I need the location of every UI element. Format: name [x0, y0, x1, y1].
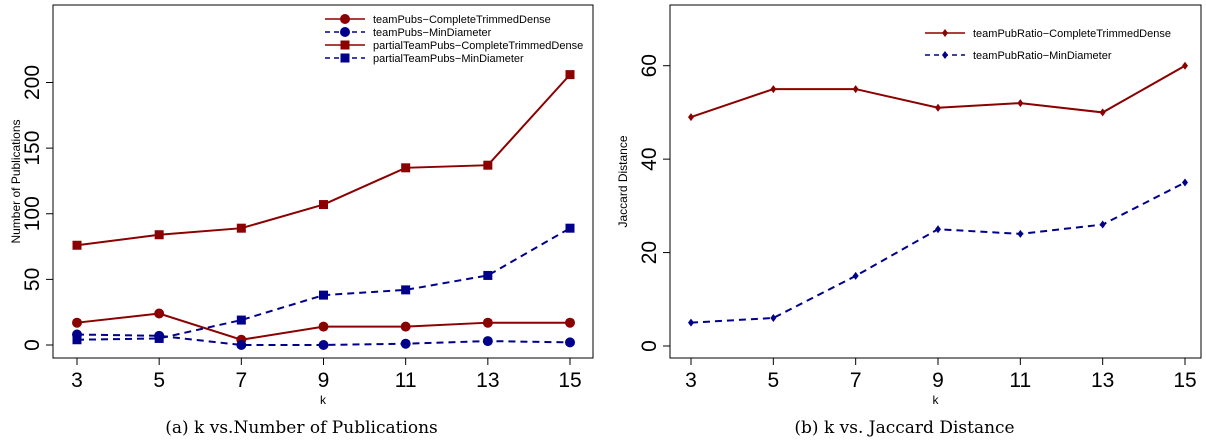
legend-label: partialTeamPubs−CompleteTrimmedDense: [373, 40, 583, 52]
x-tick-label: 7: [235, 369, 247, 392]
data-point: [400, 321, 411, 332]
data-point: [319, 290, 328, 300]
data-point: [565, 337, 575, 348]
x-tick-label: 5: [767, 369, 779, 392]
data-point: [1099, 108, 1106, 117]
data-point: [236, 223, 246, 233]
data-point: [688, 113, 694, 122]
y-tick-label: 100: [21, 196, 44, 231]
caption-a: (a) k vs.Number of Publications: [0, 418, 603, 438]
data-point: [401, 163, 411, 173]
data-point: [154, 230, 164, 240]
data-point: [565, 317, 575, 328]
series-line-1: [690, 181, 1186, 324]
x-tick-label: 3: [685, 369, 697, 392]
legend-marker: [942, 51, 948, 59]
data-point: [482, 336, 493, 347]
data-point: [1017, 99, 1024, 108]
legend-label: teamPubs−MinDiameter: [373, 27, 492, 39]
data-point: [1017, 229, 1024, 238]
legend-marker: [340, 40, 350, 50]
y-tick-label: 20: [638, 241, 661, 264]
x-tick-label: 13: [476, 369, 499, 392]
legend-marker: [340, 27, 350, 37]
data-point: [72, 240, 82, 250]
x-tick-label: 11: [395, 369, 417, 392]
data-point: [1182, 178, 1188, 187]
y-tick-label: 0: [21, 339, 44, 351]
x-tick-label: 7: [850, 369, 862, 392]
series-line-2: [76, 73, 571, 247]
y-tick-label: 0: [638, 340, 661, 352]
data-point: [482, 317, 493, 328]
y-tick-label: 60: [638, 54, 661, 77]
caption-b-text: k vs. Jaccard Distance: [823, 418, 1015, 438]
data-point: [72, 335, 82, 345]
x-tick-label: 13: [1091, 369, 1114, 392]
legend-label: teamPubRatio−MinDiameter: [973, 50, 1112, 62]
data-point: [852, 85, 859, 94]
caption-a-label: (a): [165, 418, 189, 438]
data-point: [565, 70, 575, 80]
data-point: [154, 308, 165, 319]
data-point: [483, 160, 493, 170]
caption-b: (b) k vs. Jaccard Distance: [603, 418, 1206, 438]
data-point: [770, 85, 777, 94]
y-axis-label: Jaccard Distance: [616, 135, 630, 227]
legend-label: teamPubRatio−CompleteTrimmedDense: [973, 28, 1171, 40]
data-point: [236, 340, 247, 350]
jaccard-chart: 0 20 40 60 Jaccard Distance 3 5 7 9 11 13 15 k teamPu…: [616, 4, 1202, 407]
y-axis-label: Number of Publications: [9, 119, 23, 243]
legend-label: teamPubs−CompleteTrimmedDense: [373, 14, 551, 26]
data-point: [770, 313, 777, 322]
data-point: [154, 333, 164, 343]
caption-b-label: (b): [794, 418, 819, 438]
data-point: [236, 315, 246, 325]
data-point: [1182, 61, 1188, 70]
chart-panel-b: 0 20 40 60 Jaccard Distance 3 5 7 9 11 13 15 k teamPu…: [603, 0, 1206, 444]
x-tick-label: 15: [1173, 369, 1196, 392]
legend-marker: [942, 29, 948, 37]
data-point: [688, 318, 694, 327]
x-tick-label: 5: [153, 369, 165, 392]
chart-panel-a: 0 50 100 150 200 Number of Publications 3 5 7 9 11…: [0, 4, 603, 438]
y-tick-label: 200: [21, 65, 44, 100]
data-point: [401, 285, 411, 295]
legend-marker: [340, 14, 350, 24]
x-tick-label: 11: [1009, 369, 1031, 392]
data-point: [72, 317, 82, 328]
data-point: [400, 338, 411, 349]
x-tick-label: 9: [932, 369, 944, 392]
data-point: [935, 103, 941, 112]
x-tick-label: 3: [71, 369, 83, 392]
caption-a-text: k vs.Number of Publications: [194, 418, 438, 438]
x-tick-label: 9: [318, 369, 330, 392]
publications-chart: 0 50 100 150 200 Number of Publications 3 5 7 9 11…: [9, 4, 594, 407]
x-axis-label: k: [320, 393, 327, 407]
plot-frame: [669, 4, 1202, 359]
data-point: [852, 271, 859, 280]
data-point: [319, 200, 328, 210]
x-axis-label: k: [933, 393, 940, 407]
data-point: [318, 340, 329, 350]
data-point: [318, 321, 329, 332]
legend-label: partialTeamPubs−MinDiameter: [373, 53, 524, 65]
legend-marker: [340, 53, 350, 63]
x-tick-label: 15: [558, 369, 581, 392]
y-tick-label: 50: [21, 268, 44, 291]
data-point: [935, 225, 941, 234]
y-tick-label: 40: [638, 147, 661, 170]
data-point: [483, 270, 493, 280]
data-point: [565, 223, 575, 233]
y-tick-label: 150: [21, 131, 44, 166]
data-point: [1099, 220, 1106, 229]
